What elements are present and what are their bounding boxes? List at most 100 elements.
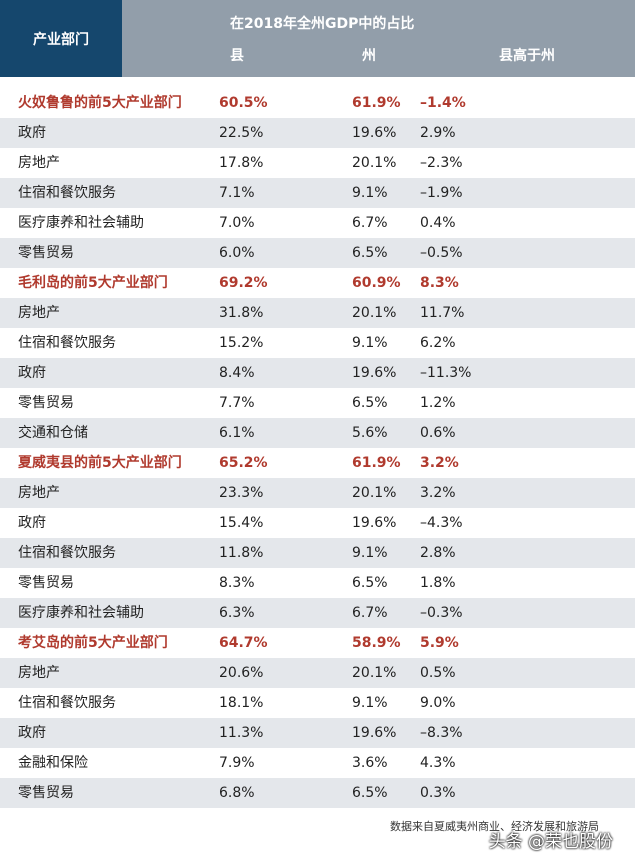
difference-cell: 0.3% xyxy=(420,785,456,801)
state-share-cell: 6.5% xyxy=(352,575,388,591)
county-share-cell: 7.1% xyxy=(219,185,255,201)
table-row: 住宿和餐饮服务 11.8% 9.1% 2.8% xyxy=(0,538,635,568)
difference-cell: –11.3% xyxy=(420,365,472,381)
state-share-cell: 9.1% xyxy=(352,335,388,351)
difference-cell: –4.3% xyxy=(420,515,463,531)
county-share-cell: 23.3% xyxy=(219,485,264,501)
difference-cell: 2.9% xyxy=(420,125,456,141)
group-summary-row: 毛利岛的前5大产业部门 69.2% 60.9% 8.3% xyxy=(0,268,635,298)
difference-cell: 11.7% xyxy=(420,305,465,321)
table-body: 火奴鲁鲁的前5大产业部门 60.5% 61.9% –1.4% 政府 22.5% 19.6% 2… xyxy=(0,88,635,808)
table-row: 住宿和餐饮服务 7.1% 9.1% –1.9% xyxy=(0,178,635,208)
sector-name-cell: 火奴鲁鲁的前5大产业部门 xyxy=(18,95,182,111)
county-share-cell: 7.7% xyxy=(219,395,255,411)
sector-name-cell: 房地产 xyxy=(18,665,60,681)
difference-cell: 3.2% xyxy=(420,455,459,471)
state-share-cell: 60.9% xyxy=(352,275,401,291)
difference-cell: –1.9% xyxy=(420,185,463,201)
table-row: 交通和仓储 6.1% 5.6% 0.6% xyxy=(0,418,635,448)
difference-cell: 3.2% xyxy=(420,485,456,501)
county-share-cell: 6.0% xyxy=(219,245,255,261)
county-share-cell: 20.6% xyxy=(219,665,264,681)
state-share-cell: 61.9% xyxy=(352,455,401,471)
sector-name-cell: 交通和仓储 xyxy=(18,425,88,441)
table-row: 住宿和餐饮服务 18.1% 9.1% 9.0% xyxy=(0,688,635,718)
difference-cell: 0.6% xyxy=(420,425,456,441)
sector-name-cell: 政府 xyxy=(18,125,46,141)
table-row: 房地产 23.3% 20.1% 3.2% xyxy=(0,478,635,508)
county-share-cell: 6.3% xyxy=(219,605,255,621)
table-row: 零售贸易 6.8% 6.5% 0.3% xyxy=(0,778,635,808)
sector-name-cell: 住宿和餐饮服务 xyxy=(18,695,116,711)
county-share-cell: 7.0% xyxy=(219,215,255,231)
sector-name-cell: 房地产 xyxy=(18,485,60,501)
sector-name-cell: 医疗康养和社会辅助 xyxy=(18,215,144,231)
difference-cell: –0.3% xyxy=(420,605,463,621)
difference-cell: –0.5% xyxy=(420,245,463,261)
difference-cell: 5.9% xyxy=(420,635,459,651)
gdp-share-header: 在2018年全州GDP中的占比 县 州 县高于州 xyxy=(122,0,635,77)
group-summary-row: 考艾岛的前5大产业部门 64.7% 58.9% 5.9% xyxy=(0,628,635,658)
county-share-cell: 18.1% xyxy=(219,695,264,711)
table-row: 零售贸易 6.0% 6.5% –0.5% xyxy=(0,238,635,268)
difference-cell: –2.3% xyxy=(420,155,463,171)
state-share-cell: 9.1% xyxy=(352,695,388,711)
difference-cell: 1.2% xyxy=(420,395,456,411)
county-share-cell: 6.1% xyxy=(219,425,255,441)
table-row: 房地产 20.6% 20.1% 0.5% xyxy=(0,658,635,688)
table-row: 政府 22.5% 19.6% 2.9% xyxy=(0,118,635,148)
county-share-cell: 15.2% xyxy=(219,335,264,351)
county-share-cell: 60.5% xyxy=(219,95,268,111)
state-share-cell: 19.6% xyxy=(352,725,397,741)
county-share-cell: 11.3% xyxy=(219,725,264,741)
state-share-cell: 6.5% xyxy=(352,785,388,801)
sector-name-cell: 房地产 xyxy=(18,305,60,321)
county-share-cell: 8.4% xyxy=(219,365,255,381)
sector-name-cell: 零售贸易 xyxy=(18,785,74,801)
county-share-cell: 64.7% xyxy=(219,635,268,651)
difference-cell: 1.8% xyxy=(420,575,456,591)
state-share-cell: 20.1% xyxy=(352,665,397,681)
county-column-header: 县 xyxy=(230,48,244,64)
sector-name-cell: 政府 xyxy=(18,725,46,741)
county-share-cell: 7.9% xyxy=(219,755,255,771)
table-row: 住宿和餐饮服务 15.2% 9.1% 6.2% xyxy=(0,328,635,358)
table-row: 政府 11.3% 19.6% –8.3% xyxy=(0,718,635,748)
table-row: 零售贸易 7.7% 6.5% 1.2% xyxy=(0,388,635,418)
group-summary-row: 火奴鲁鲁的前5大产业部门 60.5% 61.9% –1.4% xyxy=(0,88,635,118)
difference-cell: 8.3% xyxy=(420,275,459,291)
state-share-cell: 6.7% xyxy=(352,605,388,621)
difference-cell: –1.4% xyxy=(420,95,466,111)
state-share-cell: 20.1% xyxy=(352,305,397,321)
state-share-cell: 3.6% xyxy=(352,755,388,771)
table-row: 政府 15.4% 19.6% –4.3% xyxy=(0,508,635,538)
county-share-cell: 11.8% xyxy=(219,545,264,561)
state-share-cell: 6.7% xyxy=(352,215,388,231)
sector-name-cell: 考艾岛的前5大产业部门 xyxy=(18,635,168,651)
state-share-cell: 19.6% xyxy=(352,365,397,381)
state-share-cell: 19.6% xyxy=(352,515,397,531)
county-share-cell: 8.3% xyxy=(219,575,255,591)
state-share-cell: 5.6% xyxy=(352,425,388,441)
table-row: 房地产 31.8% 20.1% 11.7% xyxy=(0,298,635,328)
county-share-cell: 6.8% xyxy=(219,785,255,801)
watermark: 头条 @荣也股份 xyxy=(488,832,613,852)
county-share-cell: 31.8% xyxy=(219,305,264,321)
state-share-cell: 6.5% xyxy=(352,395,388,411)
difference-cell: 9.0% xyxy=(420,695,456,711)
state-column-header: 州 xyxy=(362,48,376,64)
table-header: 产业部门 在2018年全州GDP中的占比 县 州 县高于州 xyxy=(0,0,635,77)
sector-name-cell: 零售贸易 xyxy=(18,245,74,261)
state-share-cell: 20.1% xyxy=(352,155,397,171)
county-share-cell: 22.5% xyxy=(219,125,264,141)
category-header: 产业部门 xyxy=(0,0,122,77)
state-share-cell: 9.1% xyxy=(352,545,388,561)
sector-name-cell: 住宿和餐饮服务 xyxy=(18,545,116,561)
state-share-cell: 19.6% xyxy=(352,125,397,141)
difference-cell: 4.3% xyxy=(420,755,456,771)
table-row: 政府 8.4% 19.6% –11.3% xyxy=(0,358,635,388)
state-share-cell: 6.5% xyxy=(352,245,388,261)
sector-name-cell: 住宿和餐饮服务 xyxy=(18,335,116,351)
county-share-cell: 17.8% xyxy=(219,155,264,171)
state-share-cell: 61.9% xyxy=(352,95,401,111)
